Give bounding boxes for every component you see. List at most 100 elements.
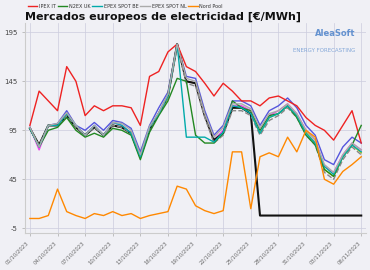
EPEX SPOT NL	[184, 77, 189, 80]
Line: EPEX SPOT DE: EPEX SPOT DE	[30, 44, 361, 165]
EPEX SPOT NL	[350, 141, 354, 145]
Text: AleaSoft: AleaSoft	[315, 29, 356, 38]
EPEX SPOT DE	[202, 109, 207, 112]
EPEX SPOT BE	[295, 114, 299, 117]
EPEX SPOT BE	[194, 136, 198, 139]
MIBEL+Ajuste	[157, 112, 161, 115]
EPEX SPOT DE	[28, 126, 32, 129]
EPEX SPOT FR	[285, 102, 290, 106]
EPEX SPOT NL	[129, 129, 133, 132]
MIBEL+Ajuste	[350, 145, 354, 149]
EPEX SPOT FR	[194, 82, 198, 85]
EPEX SPOT DE	[258, 124, 262, 127]
EPEX SPOT FR	[322, 165, 327, 168]
EPEX SPOT FR	[175, 42, 179, 46]
MIBEL ES	[202, 114, 207, 117]
EPEX SPOT BE	[276, 112, 280, 115]
N2EX UK	[285, 104, 290, 107]
Nord Pool	[221, 209, 225, 212]
EPEX SPOT FR	[258, 129, 262, 132]
MIBEL+Ajuste	[221, 134, 225, 137]
EPEX SPOT DE	[184, 75, 189, 78]
MIBEL+Ajuste	[55, 124, 60, 127]
Nord Pool	[166, 210, 170, 213]
MIBEL ES	[212, 139, 216, 142]
EPEX SPOT FR	[202, 114, 207, 117]
N2EX UK	[295, 116, 299, 119]
MIBEL PT	[359, 151, 363, 154]
N2EX UK	[332, 175, 336, 178]
Nord Pool	[230, 150, 235, 153]
N2EX UK	[341, 155, 345, 158]
IPEX IT	[37, 89, 41, 93]
MIBEL+Ajuste	[166, 96, 170, 100]
EPEX SPOT DE	[147, 124, 152, 127]
IPEX IT	[249, 99, 253, 103]
EPEX SPOT NL	[285, 102, 290, 106]
EPEX SPOT BE	[138, 155, 142, 158]
N2EX UK	[83, 136, 87, 139]
MIBEL PT	[350, 143, 354, 147]
N2EX UK	[147, 131, 152, 134]
Nord Pool	[64, 210, 69, 213]
MIBEL+Ajuste	[101, 134, 106, 137]
Line: EPEX SPOT NL: EPEX SPOT NL	[30, 44, 361, 173]
EPEX SPOT BE	[157, 112, 161, 115]
EPEX SPOT DE	[74, 124, 78, 127]
IPEX IT	[341, 124, 345, 127]
N2EX UK	[138, 158, 142, 161]
N2EX UK	[129, 134, 133, 137]
EPEX SPOT BE	[313, 141, 317, 145]
MIBEL+Ajuste	[304, 134, 308, 137]
MIBEL ES	[221, 131, 225, 135]
IPEX IT	[64, 65, 69, 68]
Nord Pool	[212, 212, 216, 215]
EPEX SPOT FR	[83, 134, 87, 137]
EPEX SPOT DE	[120, 121, 124, 124]
Nord Pool	[295, 150, 299, 153]
EPEX SPOT DE	[92, 121, 97, 124]
EPEX SPOT BE	[120, 124, 124, 127]
MIBEL ES	[83, 134, 87, 137]
MIBEL ES	[285, 214, 290, 217]
EPEX SPOT DE	[230, 99, 235, 103]
IPEX IT	[322, 129, 327, 132]
MIBEL ES	[129, 131, 133, 135]
MIBEL PT	[249, 112, 253, 115]
EPEX SPOT BE	[202, 136, 207, 139]
EPEX SPOT NL	[101, 134, 106, 137]
EPEX SPOT BE	[55, 124, 60, 127]
N2EX UK	[202, 141, 207, 145]
EPEX SPOT NL	[332, 171, 336, 174]
Nord Pool	[129, 212, 133, 215]
EPEX SPOT BE	[46, 124, 51, 127]
EPEX SPOT DE	[285, 96, 290, 100]
N2EX UK	[55, 126, 60, 129]
MIBEL ES	[55, 124, 60, 127]
MIBEL ES	[341, 214, 345, 217]
EPEX SPOT FR	[74, 124, 78, 127]
EPEX SPOT FR	[101, 134, 106, 137]
EPEX SPOT DE	[46, 124, 51, 127]
N2EX UK	[276, 112, 280, 115]
MIBEL+Ajuste	[285, 106, 290, 109]
EPEX SPOT BE	[267, 116, 272, 119]
N2EX UK	[37, 145, 41, 149]
IPEX IT	[129, 106, 133, 109]
EPEX SPOT DE	[350, 136, 354, 139]
EPEX SPOT DE	[221, 124, 225, 127]
EPEX SPOT BE	[239, 106, 244, 109]
EPEX SPOT FR	[341, 153, 345, 156]
EPEX SPOT FR	[276, 109, 280, 112]
IPEX IT	[55, 109, 60, 112]
MIBEL ES	[332, 214, 336, 217]
N2EX UK	[194, 134, 198, 137]
MIBEL PT	[239, 106, 244, 109]
MIBEL PT	[111, 124, 115, 127]
N2EX UK	[230, 99, 235, 103]
Line: Nord Pool: Nord Pool	[30, 130, 361, 218]
Nord Pool	[184, 187, 189, 191]
EPEX SPOT DE	[101, 129, 106, 132]
N2EX UK	[74, 129, 78, 132]
MIBEL ES	[230, 106, 235, 109]
